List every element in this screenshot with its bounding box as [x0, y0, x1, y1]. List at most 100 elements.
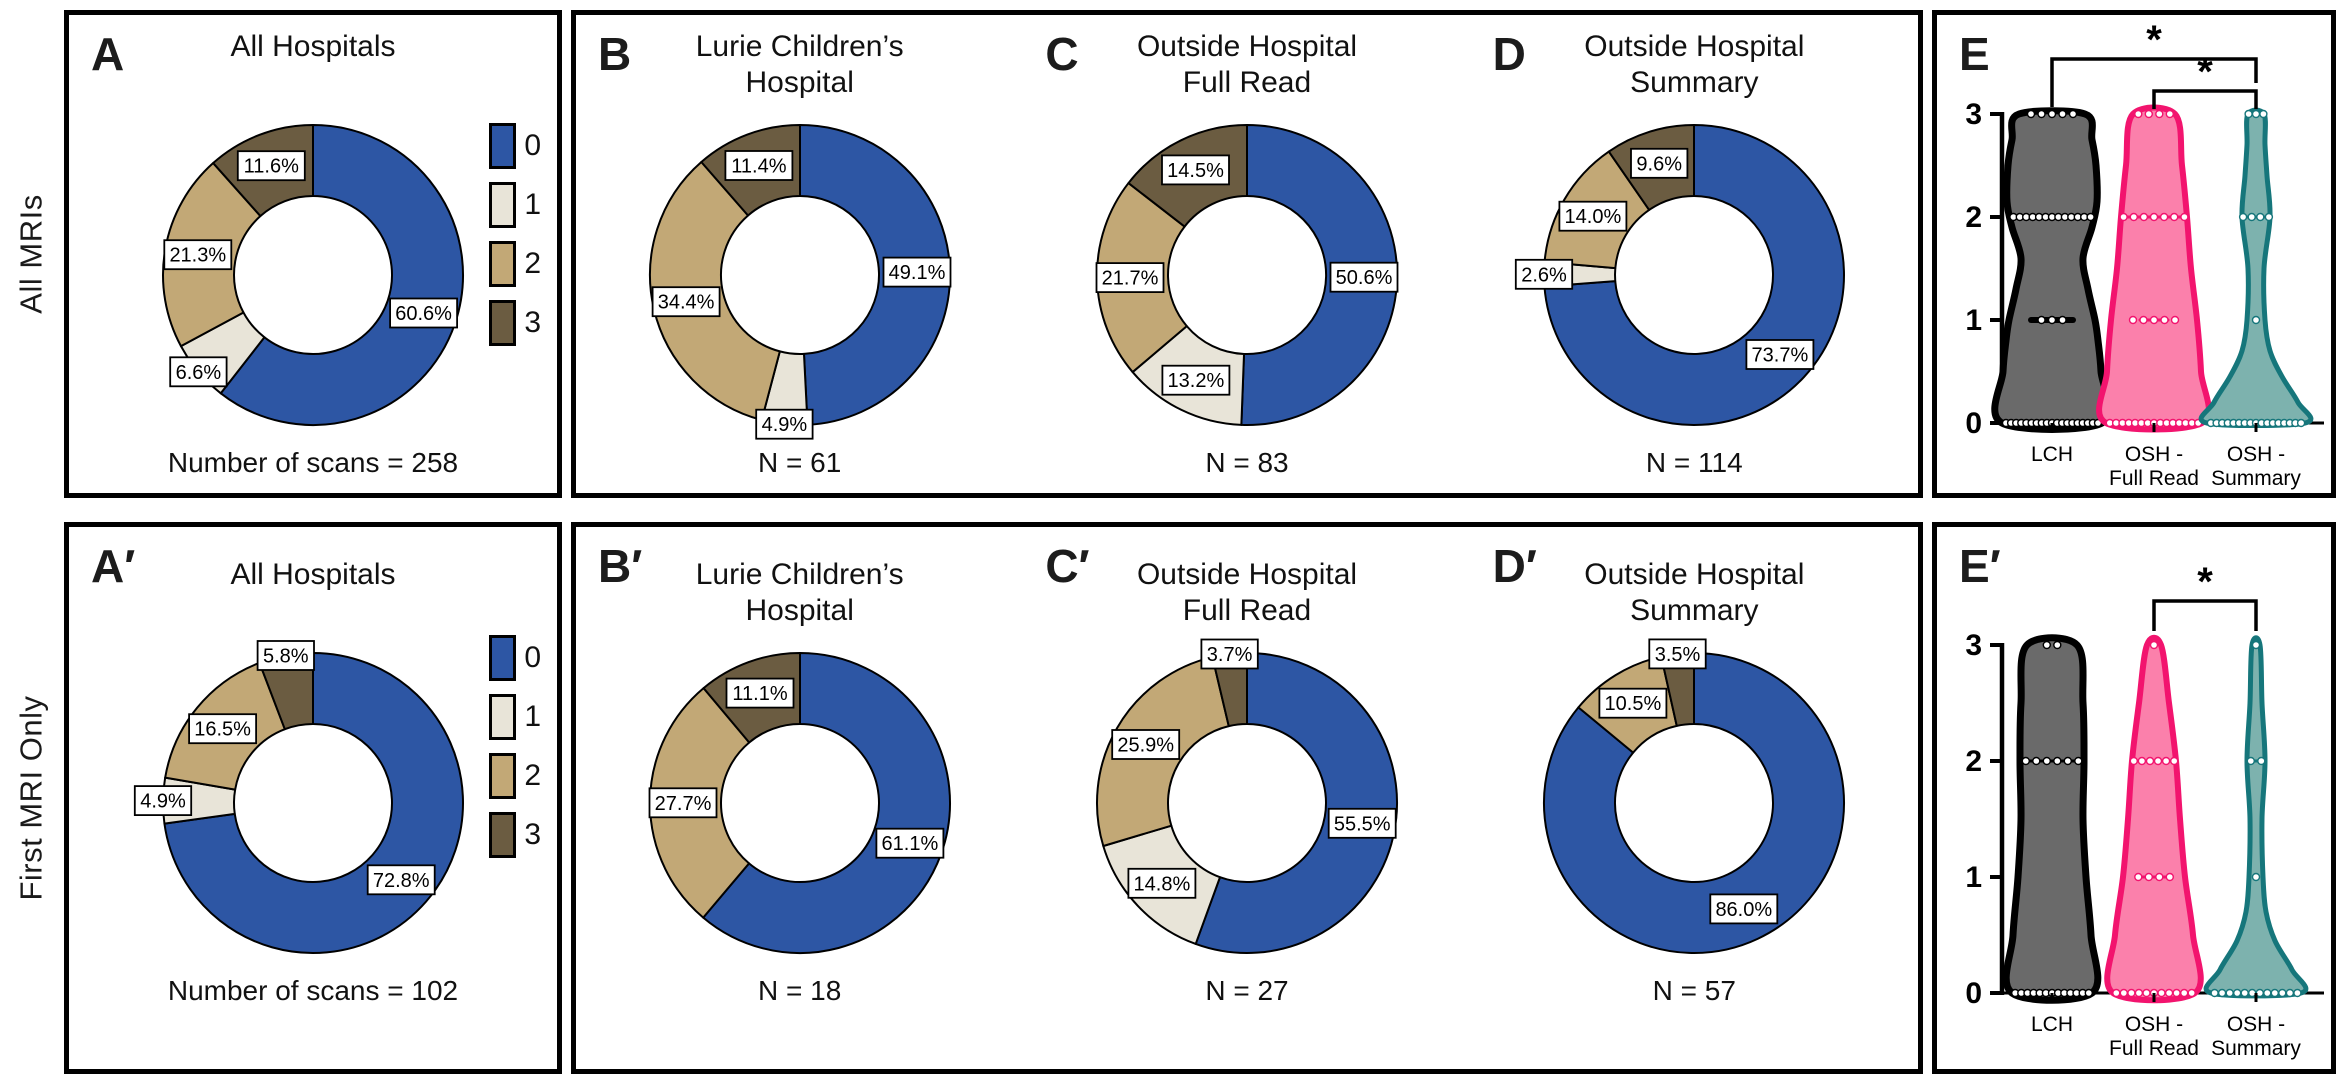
percent-label-box: [754, 408, 814, 440]
panel-title-d-prime: Outside Hospital Summary: [1584, 558, 1805, 627]
data-point: [2021, 756, 2031, 766]
x-category-label: Full Read: [2109, 1037, 2199, 1060]
data-point: [2129, 212, 2139, 222]
significance-star: *: [2197, 50, 2213, 94]
legend-label-1: 1: [524, 700, 541, 733]
violin-LCH: [1991, 107, 2113, 433]
panel-title-c-prime: Outside Hospital Full Read: [1136, 558, 1358, 627]
panel-e: E 0 1 2 3 LCH OSH - Full Read OSH - Summary * *: [1937, 15, 2331, 496]
box-panel-e-prime: E′ 0 1 2 3 LCH OSH - Full Read OSH - Summary *: [1932, 522, 2336, 1074]
donut-segment-0: [701, 652, 951, 954]
data-point: [2159, 212, 2169, 222]
box-panel-a-prime: A′ All Hospitals 72.8% 4.9% 16.5% 5.8% Numb…: [64, 522, 562, 1074]
panel-letter-d-prime: D′: [1492, 540, 1537, 592]
percent-label-box: [1327, 807, 1397, 839]
panel-e-prime: E′ 0 1 2 3 LCH OSH - Full Read OSH - Summary *: [1937, 527, 2331, 1070]
row-label-column: First MRI Only: [0, 522, 64, 1074]
percent-label-box: [133, 785, 193, 817]
y-tick-label: 0: [1965, 407, 1982, 440]
data-point: [2074, 756, 2083, 766]
data-point: [2160, 315, 2169, 325]
percent-label: 72.8%: [373, 870, 430, 892]
legend-item-0: 0: [489, 123, 541, 169]
data-point: [2149, 315, 2159, 325]
data-point: [2157, 988, 2166, 998]
legend-swatch-2: [489, 241, 517, 287]
percent-label: 55.5%: [1334, 813, 1391, 835]
donut-chart-b: 49.1% 4.9% 34.4% 11.4%: [630, 105, 970, 445]
data-point: [2169, 756, 2179, 766]
percent-label-box: [169, 356, 228, 388]
violin-OSH - Full Read: [2104, 634, 2204, 1004]
x-category-label: OSH -: [2227, 443, 2285, 466]
percent-label: 16.5%: [194, 719, 251, 741]
significance-star: *: [2197, 560, 2213, 604]
percent-label-box: [1648, 638, 1707, 670]
legend-label-2: 2: [524, 247, 541, 280]
data-point: [2278, 988, 2287, 998]
percent-label-box: [1745, 339, 1815, 370]
legend-swatch-1: [489, 694, 517, 740]
percent-label: 34.4%: [657, 292, 714, 314]
legend-item-3: 3: [489, 300, 541, 346]
panel-letter-a: A: [91, 28, 125, 80]
donut-chart-a-prime: 72.8% 4.9% 16.5% 5.8%: [133, 633, 483, 973]
data-point: [2137, 756, 2147, 766]
row-first-mri-only: First MRI Only A′ All Hospitals 72.8% 4.9…: [0, 522, 2346, 1074]
legend-label-0: 0: [524, 641, 541, 674]
data-point: [2142, 988, 2151, 998]
data-point: [2217, 988, 2227, 998]
data-point: [2134, 872, 2143, 882]
legend-item-2: 2: [489, 753, 541, 799]
legend-swatch-3: [489, 812, 517, 858]
data-point: [2180, 212, 2189, 222]
panel-title-a: All Hospitals: [230, 30, 396, 63]
significance-star: *: [2146, 18, 2162, 62]
data-point: [2032, 756, 2041, 766]
panel-b: B Lurie Children’s Hospital 49.1% 4.9% 34.…: [576, 15, 1023, 493]
percent-label: 11.1%: [732, 683, 787, 705]
y-tick-label: 1: [1965, 304, 1982, 337]
panel-title-c: Outside Hospital Full Read: [1136, 30, 1358, 99]
donut-segment-0: [1543, 652, 1846, 954]
data-point: [2263, 988, 2272, 998]
panel-letter-a-prime: A′: [91, 540, 136, 592]
percent-label-box: [1161, 154, 1230, 186]
data-point: [2134, 109, 2143, 119]
donut-chart-a: 60.6% 6.6% 21.3% 11.6%: [143, 105, 483, 445]
x-category-label: Full Read: [2109, 467, 2199, 490]
data-point: [2112, 988, 2121, 998]
data-point: [2026, 109, 2036, 119]
percent-label: 9.6%: [1637, 153, 1683, 175]
percent-label-box: [389, 297, 459, 329]
percent-label-box: [1127, 867, 1197, 899]
percent-label-box: [1161, 364, 1231, 396]
donut-segment-0: [1240, 124, 1399, 426]
box-panels-bcd: B Lurie Children’s Hospital 49.1% 4.9% 34.…: [571, 10, 1923, 498]
sample-size-caption-c-prime: N = 27: [1205, 975, 1289, 1006]
legend-item-1: 1: [489, 182, 541, 228]
data-point: [2161, 756, 2171, 766]
panel-title-d: Outside Hospital Summary: [1584, 30, 1805, 99]
legend-swatch-0: [489, 635, 517, 681]
sample-size-caption-d-prime: N = 57: [1652, 975, 1736, 1006]
data-point: [2134, 988, 2144, 998]
percent-label: 27.7%: [654, 793, 711, 815]
legend-swatch-2: [489, 753, 517, 799]
percent-label: 14.8%: [1134, 873, 1191, 895]
data-point: [2247, 212, 2256, 222]
donut-svg: 61.1% 27.7% 11.1%: [648, 652, 951, 954]
panel-title-a-prime: All Hospitals: [230, 558, 396, 591]
legend-swatch-0: [489, 123, 517, 169]
panel-c: C Outside Hospital Full Read 50.6% 13.2% 2…: [1023, 15, 1470, 493]
data-point: [2264, 212, 2274, 222]
percent-label: 5.8%: [263, 646, 309, 668]
data-point: [2165, 872, 2175, 882]
data-point: [2058, 109, 2067, 119]
data-point: [2172, 988, 2181, 998]
data-point: [2244, 109, 2253, 119]
legend-label-0: 0: [524, 129, 541, 162]
y-tick-label: 3: [1965, 98, 1982, 131]
x-category-label: OSH -: [2125, 443, 2183, 466]
